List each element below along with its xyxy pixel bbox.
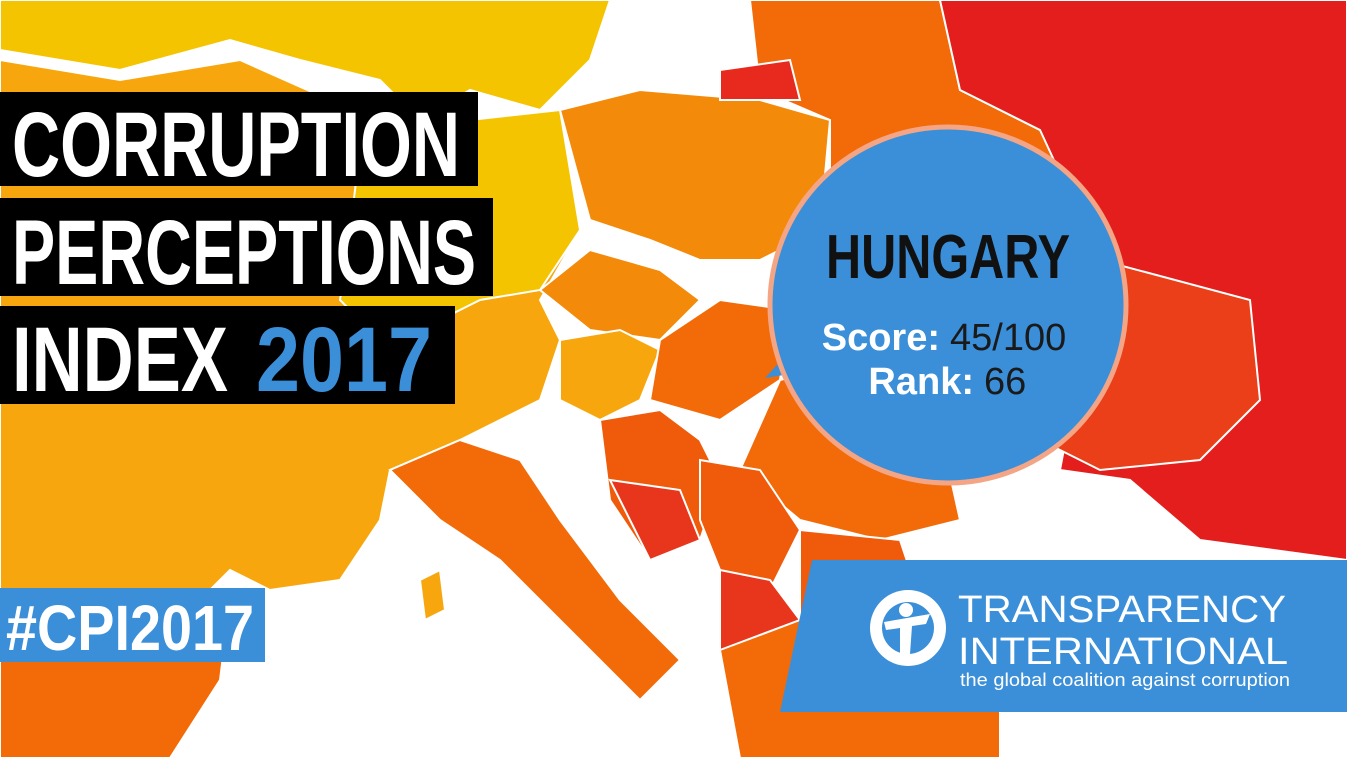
- title-line: INDEX: [12, 309, 228, 411]
- hashtag-box: [0, 588, 265, 662]
- title-box: [0, 92, 478, 186]
- bosnia: [608, 478, 702, 562]
- org-logo-head: [899, 603, 913, 617]
- score-label: Score:: [822, 317, 940, 359]
- title-box: [0, 306, 455, 404]
- rank-label: Rank:: [868, 361, 974, 403]
- title-line: PERCEPTIONS: [12, 202, 476, 304]
- org-name: INTERNATIONAL: [958, 631, 1288, 673]
- country-name: HUNGARY: [826, 223, 1070, 292]
- austria: [559, 328, 662, 422]
- country-bubble: [767, 124, 1129, 486]
- org-name: TRANSPARENCY: [958, 589, 1286, 631]
- kaliningrad: [719, 58, 802, 101]
- czechia: [538, 248, 702, 342]
- hashtag: #CPI2017: [6, 592, 254, 664]
- org-logo-figure: [884, 614, 930, 654]
- title-line: CORRUPTION: [12, 94, 460, 196]
- score-value: 45/100: [950, 317, 1066, 359]
- title-year: 2017: [256, 309, 432, 411]
- rank-value: 66: [984, 361, 1026, 403]
- corsica: [418, 568, 447, 622]
- title-box: [0, 198, 493, 296]
- org-tagline: the global coalition against corruption: [960, 670, 1290, 690]
- italy: [388, 438, 682, 702]
